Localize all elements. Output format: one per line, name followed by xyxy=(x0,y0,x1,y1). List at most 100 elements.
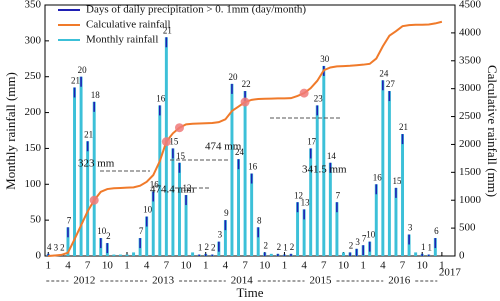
days-cap xyxy=(362,245,364,256)
days-label: 23 xyxy=(314,93,324,103)
rain-bar xyxy=(158,105,162,257)
rain-bar xyxy=(191,252,195,256)
annotation: 323 mm xyxy=(78,158,115,170)
x-tick-label: 10 xyxy=(338,260,350,272)
days-label: 16 xyxy=(373,172,383,182)
days-label: 7 xyxy=(336,190,341,200)
highlight-point xyxy=(161,137,171,147)
x-axis-title: Time xyxy=(237,285,264,300)
annotation: 474 mm xyxy=(205,141,242,153)
days-label: 1 xyxy=(428,243,433,253)
y-tick-label: 50 xyxy=(30,214,42,226)
annotation: 474.4 mm xyxy=(150,184,195,196)
days-label: 3 xyxy=(408,223,413,233)
days-cap xyxy=(368,241,371,252)
days-cap xyxy=(47,253,50,256)
days-cap xyxy=(198,254,200,256)
y-tick-label: 300 xyxy=(25,34,42,46)
days-cap xyxy=(185,195,187,206)
days-cap xyxy=(145,216,148,227)
days-cap xyxy=(73,87,76,98)
days-cap xyxy=(277,253,279,256)
days-label: 2 xyxy=(349,240,354,250)
days-cap xyxy=(296,202,299,213)
days-label: 6 xyxy=(434,226,439,236)
days-cap xyxy=(178,162,181,173)
days-label: 21 xyxy=(71,76,80,86)
y-tick-label: 0 xyxy=(36,250,42,262)
days-label: 30 xyxy=(320,54,330,64)
days-label: 18 xyxy=(91,90,101,100)
days-cap xyxy=(244,91,246,102)
days-label: 2 xyxy=(290,242,295,252)
y2-tick-label: 3000 xyxy=(459,82,482,94)
days-cap xyxy=(204,253,207,256)
days-label: 10 xyxy=(97,226,107,236)
rain-bar xyxy=(302,209,306,256)
y-tick-label: 150 xyxy=(25,142,42,154)
days-cap xyxy=(67,227,69,238)
days-label: 2 xyxy=(204,242,209,252)
days-cap xyxy=(106,243,109,254)
days-label: 21 xyxy=(399,122,408,132)
days-label: 7 xyxy=(139,226,144,236)
rain-bar xyxy=(237,159,240,256)
days-label: 20 xyxy=(78,65,88,75)
days-label: 10 xyxy=(366,230,376,240)
y-tick-label: 250 xyxy=(25,70,42,82)
days-label: 7 xyxy=(67,215,72,225)
days-label: 15 xyxy=(176,151,186,161)
rain-bar xyxy=(151,191,155,256)
days-cap xyxy=(237,159,240,170)
rain-bar xyxy=(243,91,247,256)
x-tick-label: 7 xyxy=(242,260,248,272)
rain-bar xyxy=(171,148,175,256)
y-tick-label: 100 xyxy=(25,178,42,190)
rain-bar xyxy=(112,254,116,256)
days-label: 4 xyxy=(47,242,52,252)
days-label: 2 xyxy=(106,231,111,241)
days-cap xyxy=(375,184,378,195)
rain-bar xyxy=(132,252,136,256)
x-tick-label: 1 xyxy=(203,260,209,272)
days-label: 2 xyxy=(264,240,269,250)
x-tick-label: 4 xyxy=(380,260,386,272)
rain-bar xyxy=(250,173,254,256)
days-label: 7 xyxy=(362,233,367,243)
rain-bar xyxy=(178,162,181,256)
days-cap xyxy=(263,252,266,256)
days-label: 20 xyxy=(228,72,238,82)
highlight-point xyxy=(240,97,250,107)
year-label: 2017 xyxy=(439,267,462,279)
days-cap xyxy=(434,238,437,249)
days-cap xyxy=(283,254,286,256)
days-label: 3 xyxy=(218,230,223,240)
days-label: 15 xyxy=(392,176,402,186)
days-label: 3 xyxy=(54,243,59,253)
rain-bar xyxy=(164,37,168,257)
days-cap xyxy=(329,162,332,173)
days-cap xyxy=(99,238,102,249)
rain-bar xyxy=(296,202,300,256)
x-tick-label: 7 xyxy=(85,260,91,272)
days-cap xyxy=(257,227,259,238)
days-cap xyxy=(349,252,351,256)
days-cap xyxy=(355,248,358,256)
days-cap xyxy=(382,80,384,91)
x-tick-label: 7 xyxy=(400,260,406,272)
y-axis-title: Monthly rainfall (mm) xyxy=(3,72,18,190)
y2-tick-label: 4500 xyxy=(459,0,482,11)
days-label: 3 xyxy=(355,237,360,247)
highlight-point xyxy=(299,88,309,98)
days-cap xyxy=(93,101,95,112)
y2-axis-title: Calculative rainfall (mm) xyxy=(485,65,500,197)
rain-bar xyxy=(394,187,398,256)
rain-bar xyxy=(322,65,326,256)
annotation: 341.5 mm xyxy=(302,164,347,176)
days-cap xyxy=(401,134,404,145)
year-label: 2014 xyxy=(231,275,254,287)
days-label: 16 xyxy=(156,93,166,103)
days-label: 15 xyxy=(169,136,179,146)
days-cap xyxy=(224,220,227,231)
days-cap xyxy=(80,76,82,87)
